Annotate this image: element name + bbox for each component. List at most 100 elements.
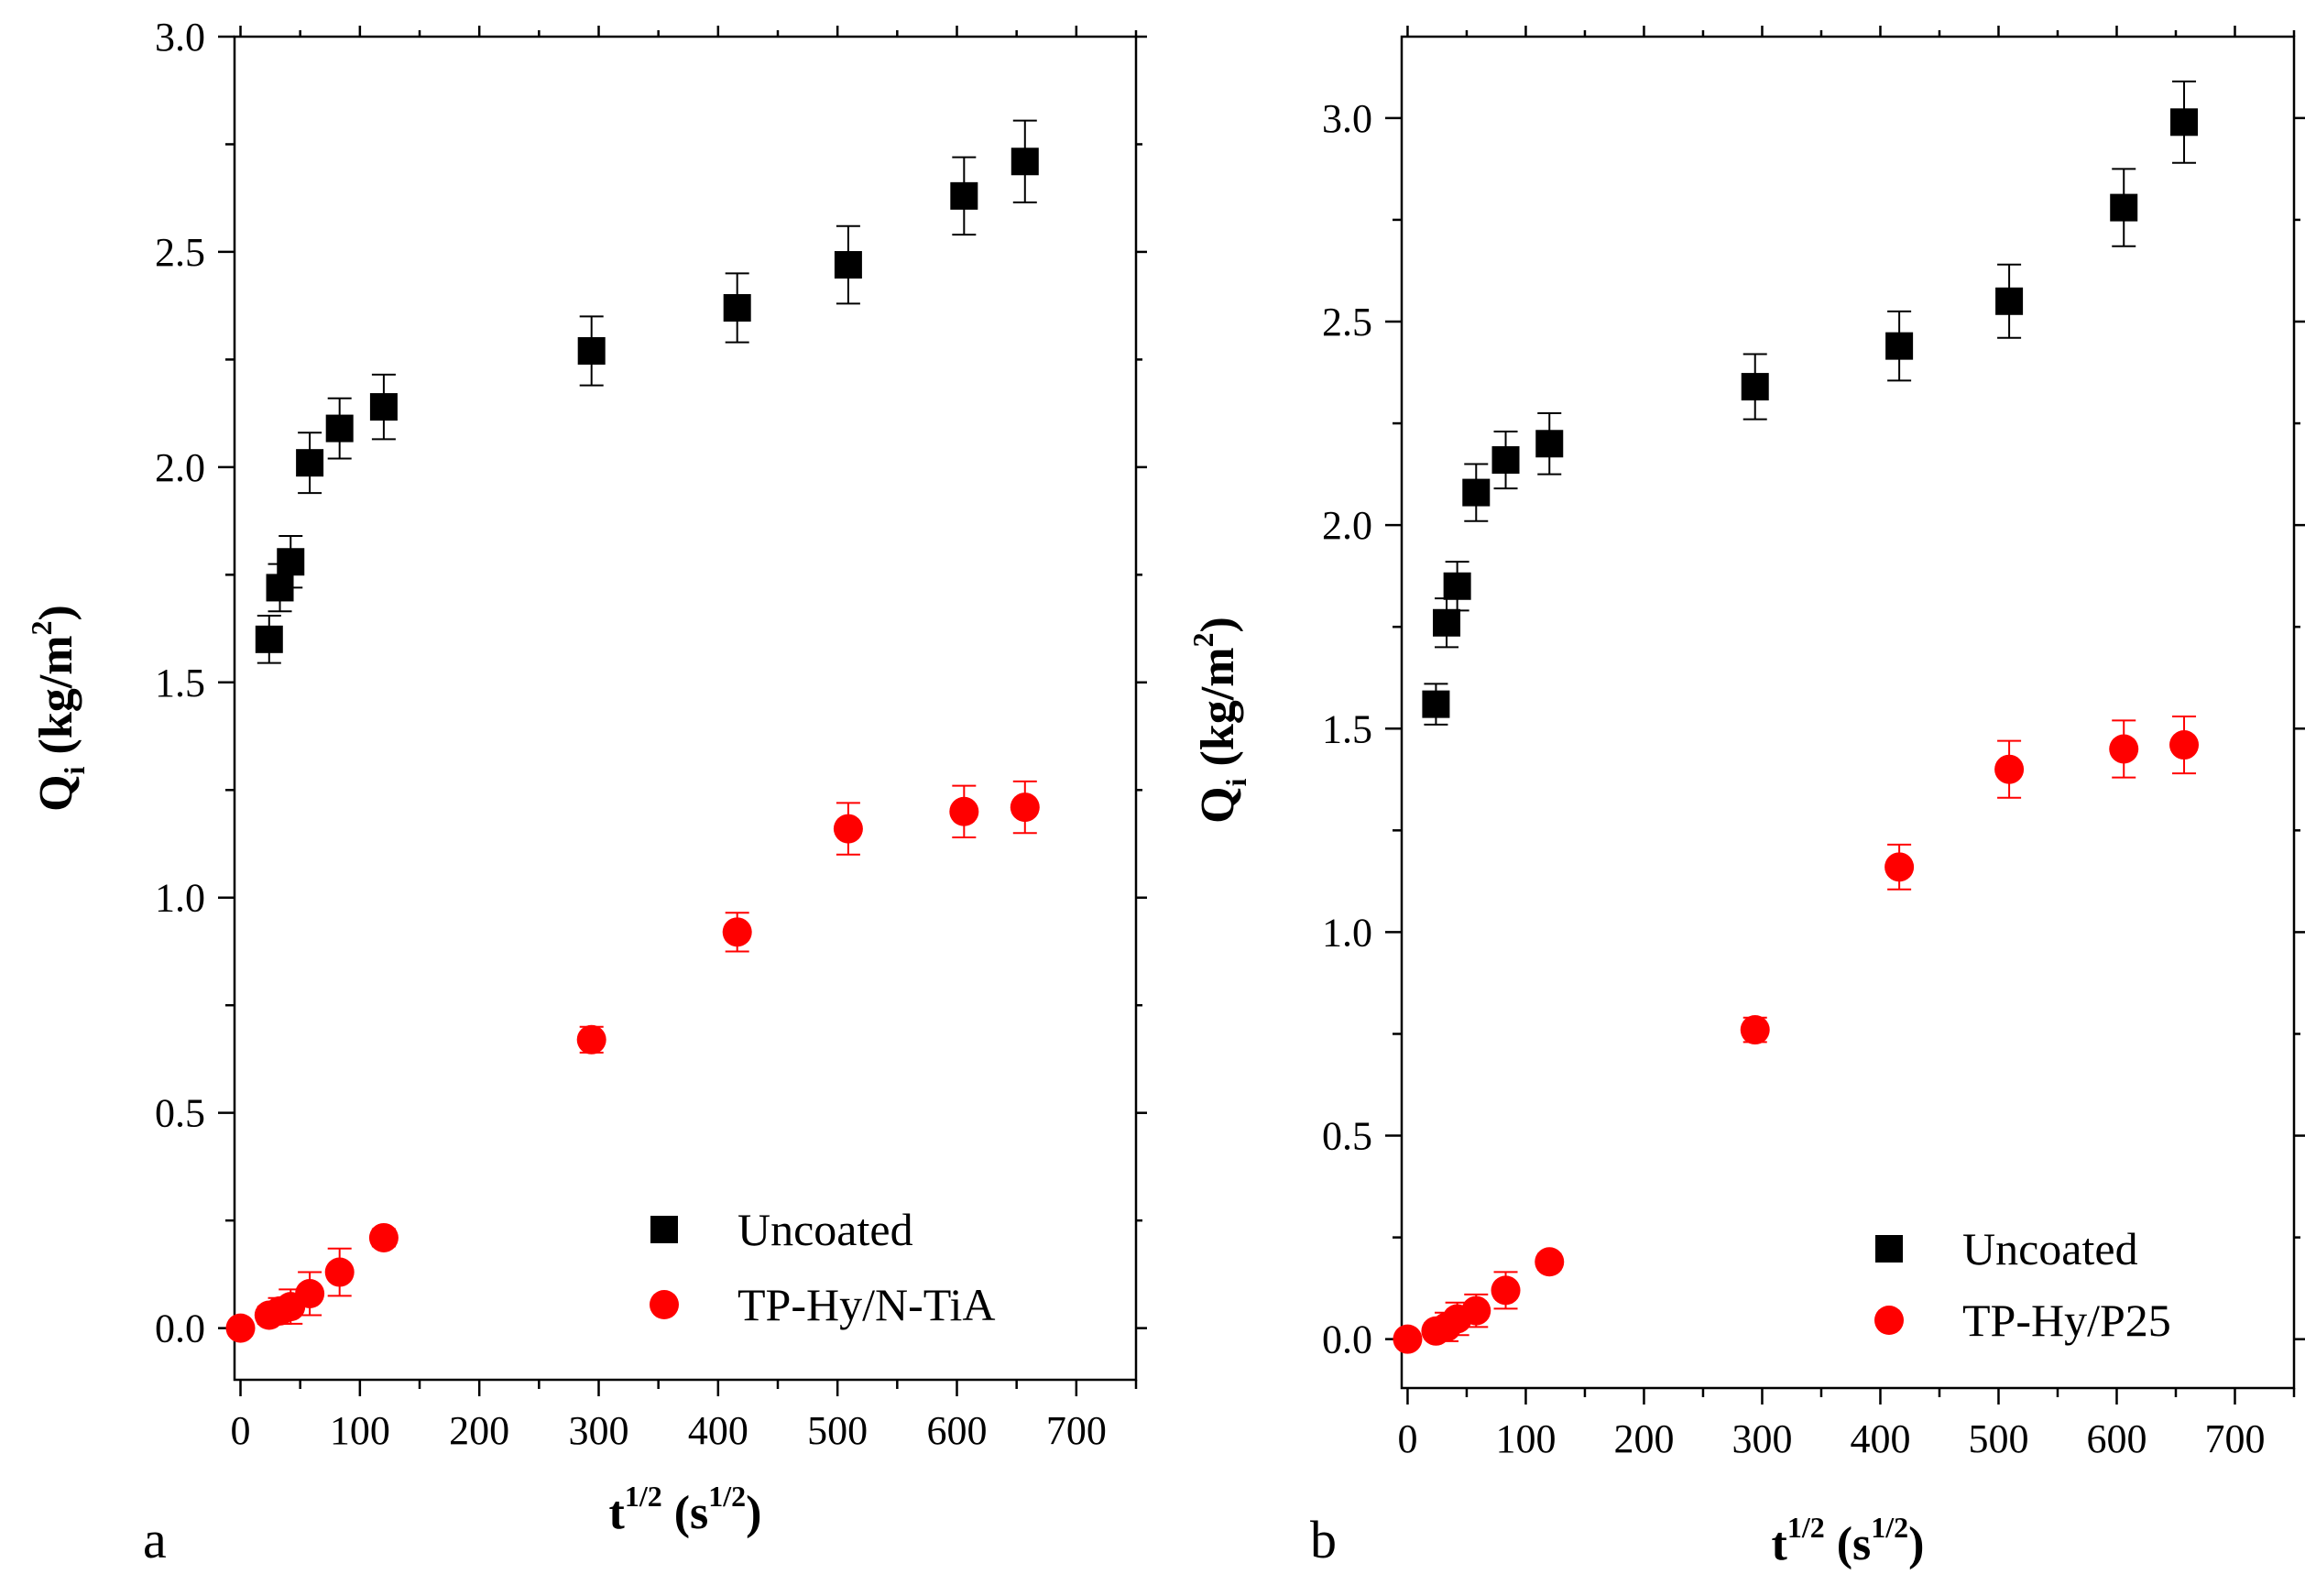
x-tick-label: 700	[2204, 1416, 2265, 1461]
x-axis-label-sup: 1/2	[1787, 1511, 1825, 1544]
data-point-square	[950, 181, 978, 210]
data-point-square	[277, 548, 305, 576]
data-point-square	[1462, 478, 1491, 507]
data-point-square	[1433, 608, 1461, 637]
y-tick-label: 1.0	[155, 876, 205, 921]
data-point-circle	[949, 796, 979, 826]
series-circle	[225, 780, 1040, 1343]
x-tick-label: 100	[330, 1408, 390, 1453]
y-tick-label: 0.0	[1322, 1317, 1372, 1362]
data-point-square	[2110, 193, 2138, 222]
data-point-circle	[1994, 754, 2025, 784]
chart-panel-a: 0 100 200 300 400 500 600 700 0.0 0.5 1.0 1.5 2.0 2.5…	[25, 15, 1147, 1569]
data-point-circle	[1740, 1015, 1770, 1045]
x-axis-label: t1/2 (s1/2)	[609, 1480, 762, 1539]
y-tick-label: 2.0	[1322, 503, 1372, 548]
x-tick-label: 200	[1613, 1416, 1674, 1461]
data-point-square	[2170, 108, 2199, 137]
data-point-circle	[833, 814, 863, 844]
data-point-square	[1443, 572, 1471, 600]
y-tick-label: 3.0	[1322, 96, 1372, 141]
data-point-square	[296, 449, 324, 477]
legend-label: TP-Hy/N-TiA	[737, 1279, 996, 1330]
data-point-circle	[1884, 852, 1915, 882]
legend-label: Uncoated	[737, 1204, 913, 1255]
data-point-square	[369, 393, 398, 421]
x-tick-label: 500	[1968, 1416, 2028, 1461]
data-point-square	[255, 625, 283, 653]
plot-frame	[233, 35, 1138, 1382]
x-axis-label-unit-open: (s	[1825, 1518, 1872, 1570]
data-point-circle	[1491, 1275, 1521, 1306]
data-point-square	[1885, 332, 1914, 360]
x-tick-label: 600	[927, 1408, 988, 1453]
y-tick-label: 2.5	[1322, 300, 1372, 344]
data-point-circle	[1393, 1324, 1423, 1354]
data-point-square	[1535, 430, 1564, 458]
y-axis-label: Qi (kg/m2)	[25, 605, 91, 812]
y-axis-label-sub: i	[58, 766, 91, 774]
x-tick-label: 0	[1397, 1416, 1417, 1461]
x-tick-label: 300	[1731, 1416, 1792, 1461]
y-tick-label: 0.5	[155, 1091, 205, 1136]
x-tick-label: 200	[449, 1408, 509, 1453]
data-point-circle	[1461, 1295, 1491, 1326]
data-point-square	[1422, 690, 1450, 718]
y-tick-label: 0.0	[155, 1306, 205, 1351]
legend-label: TP-Hy/P25	[1962, 1295, 2171, 1346]
x-tick-label: 700	[1046, 1408, 1107, 1453]
y-tick-label: 1.0	[1322, 910, 1372, 955]
series-square	[255, 119, 1039, 664]
x-tick-label: 600	[2086, 1416, 2147, 1461]
data-point-square	[325, 414, 354, 443]
data-point-square	[1491, 446, 1520, 475]
y-tick-label: 0.5	[1322, 1114, 1372, 1159]
y-tick-label: 2.0	[155, 445, 205, 490]
data-point-square	[723, 294, 751, 322]
data-point-circle	[576, 1024, 606, 1055]
y-axis-label-unit-close: )	[30, 605, 82, 620]
panel-letter: b	[1310, 1510, 1337, 1569]
data-point-square	[577, 337, 606, 366]
x-axis-label-unit-close: )	[1908, 1518, 1924, 1570]
x-axis-label: t1/2 (s1/2)	[1772, 1511, 1925, 1570]
data-point-circle	[225, 1313, 256, 1343]
x-tick-label: 400	[688, 1408, 748, 1453]
x-axis-label-unit-close: )	[746, 1487, 761, 1539]
y-axis-label-unit-sup: 2	[25, 620, 58, 635]
legend-label: Uncoated	[1962, 1223, 2138, 1274]
y-axis-label-unit-close: )	[1192, 617, 1244, 632]
legend-marker-circle	[1874, 1306, 1904, 1335]
panel-letter: a	[143, 1510, 167, 1569]
x-axis-label-main: t	[609, 1487, 626, 1539]
x-axis-label-unit-open: (s	[662, 1487, 709, 1539]
data-point-square	[834, 251, 862, 279]
y-axis-label-unit-open: (kg/m	[1192, 647, 1244, 778]
x-tick-label: 0	[231, 1408, 251, 1453]
legend-marker-circle	[650, 1290, 679, 1319]
y-tick-label: 2.5	[155, 230, 205, 275]
y-tick-label: 1.5	[1322, 706, 1372, 751]
x-axis-label-unit-sup: 1/2	[1871, 1511, 1908, 1544]
data-point-circle	[324, 1257, 355, 1287]
data-point-circle	[2169, 730, 2200, 760]
y-axis-label-sub: i	[1219, 778, 1252, 786]
data-point-circle	[722, 917, 752, 947]
data-point-circle	[368, 1222, 399, 1252]
chart-panel-b: 0 100 200 300 400 500 600 700 0.0 0.5 1.0 1.5 2.0 2.5…	[1186, 26, 2305, 1570]
y-tick-label: 1.5	[155, 661, 205, 705]
x-tick-label: 500	[807, 1408, 868, 1453]
data-point-circle	[2109, 734, 2139, 764]
series-circle	[1393, 715, 2200, 1354]
y-axis-label-main: Q	[1192, 786, 1244, 823]
data-point-square	[1995, 287, 2024, 315]
data-point-square	[1741, 373, 1769, 401]
x-axis-label-sup: 1/2	[625, 1480, 662, 1513]
data-point-circle	[1010, 793, 1040, 823]
y-axis-label: Qi (kg/m2)	[1186, 617, 1252, 824]
x-tick-label: 300	[569, 1408, 629, 1453]
series-square	[1422, 80, 2199, 726]
y-axis-label-unit-sup: 2	[1186, 632, 1219, 647]
data-point-square	[1010, 148, 1039, 176]
